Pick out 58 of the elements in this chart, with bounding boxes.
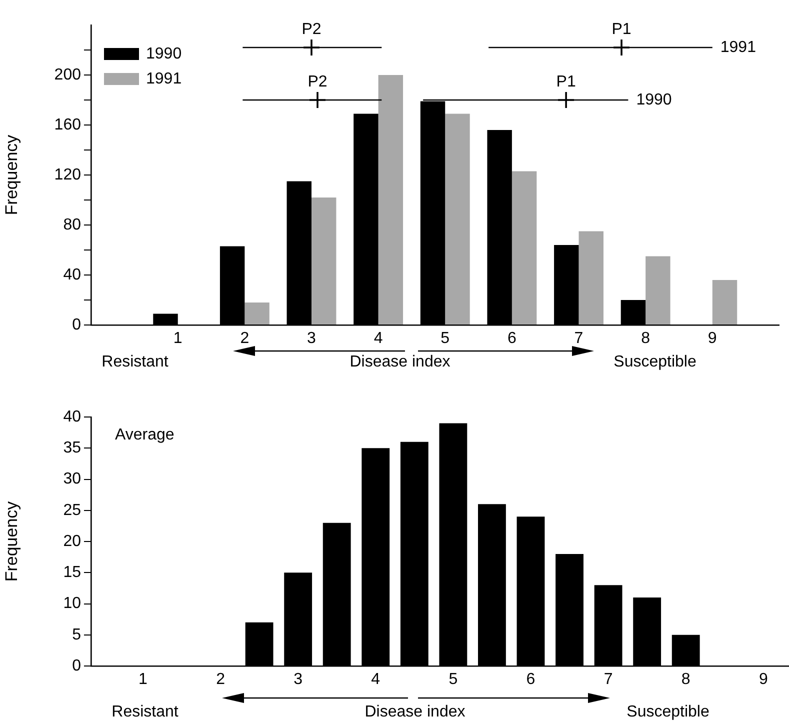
legend-label: 1991 [146, 70, 182, 88]
annotation: 1991 [720, 38, 756, 56]
y-tick-label: 40 [63, 408, 82, 426]
y-tick-label: 10 [63, 595, 82, 612]
x-tick-label: 1 [138, 671, 148, 688]
y-tick-label: 5 [72, 626, 82, 644]
text: Resistant [102, 353, 169, 370]
y-axis-title: Frequency [2, 500, 21, 582]
annotation: P2 [302, 20, 322, 38]
bar [311, 198, 336, 324]
text: Average [115, 426, 174, 444]
bar [712, 280, 738, 324]
text: Resistant [112, 703, 179, 720]
x-tick-label: 6 [507, 330, 516, 348]
bar [512, 171, 537, 324]
annotation: 1990 [636, 91, 672, 108]
text: Susceptible [626, 703, 710, 720]
y-tick-label: 15 [63, 564, 82, 582]
legend-label: 1990 [146, 45, 182, 62]
y-tick-label: 160 [54, 116, 82, 134]
x-tick-label: 4 [371, 671, 380, 688]
annotation: P2 [308, 73, 328, 90]
y-tick-label: 80 [63, 216, 82, 234]
x-axis-title: Disease index [364, 703, 466, 720]
y-tick-label: 0 [72, 657, 82, 674]
bar [244, 302, 270, 324]
bar [578, 231, 604, 324]
x-axis-title: Disease index [350, 353, 450, 370]
y-axis-title: Frequency [2, 134, 21, 216]
x-tick-label: 9 [708, 330, 717, 348]
bar [445, 114, 470, 324]
y-tick-label: 25 [63, 502, 82, 519]
x-tick-label: 5 [448, 671, 458, 688]
text: Susceptible [614, 353, 696, 370]
x-tick-label: 2 [216, 671, 226, 688]
annotation: P1 [612, 20, 632, 38]
x-tick-label: 7 [574, 330, 584, 348]
x-tick-label: 8 [641, 330, 650, 348]
x-tick-label: 7 [604, 671, 613, 688]
annotation: P1 [556, 73, 576, 90]
x-tick-label: 5 [440, 330, 450, 348]
y-tick-label: 30 [63, 470, 82, 488]
x-tick-label: 3 [307, 330, 316, 348]
x-tick-label: 4 [374, 330, 383, 348]
x-tick-label: 1 [173, 330, 182, 348]
y-tick-label: 20 [63, 532, 82, 550]
bar [646, 256, 670, 324]
x-tick-label: 8 [681, 671, 690, 688]
x-tick-label: 3 [294, 671, 303, 688]
x-tick-label: 9 [758, 671, 768, 688]
x-tick-label: 2 [240, 330, 250, 348]
y-tick-label: 40 [63, 266, 82, 284]
y-tick-label: 120 [54, 166, 82, 184]
bar [378, 75, 404, 324]
y-tick-label: 35 [63, 440, 82, 457]
x-tick-label: 6 [526, 671, 536, 688]
y-tick-label: 200 [54, 66, 82, 84]
y-tick-label: 0 [72, 316, 82, 334]
